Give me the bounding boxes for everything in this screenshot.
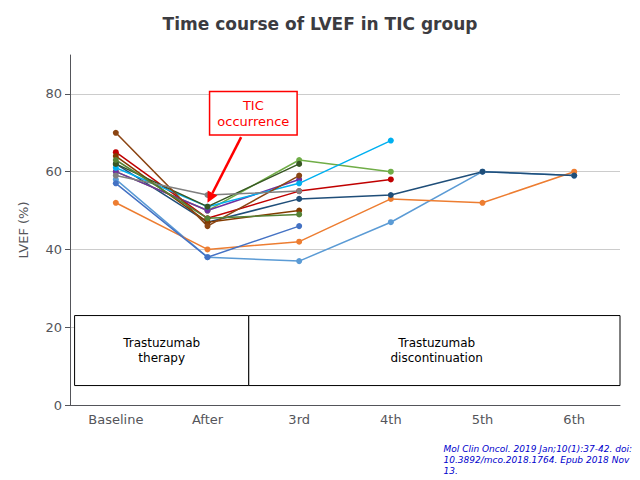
svg-text:TIC: TIC [242, 98, 264, 113]
svg-text:therapy: therapy [138, 351, 185, 365]
svg-text:Mol Clin Oncol. 2019 Jan;10(1): Mol Clin Oncol. 2019 Jan;10(1):37-42. do… [444, 444, 632, 454]
svg-text:After: After [192, 412, 224, 427]
svg-text:60: 60 [45, 164, 62, 179]
svg-text:discontinuation: discontinuation [390, 351, 482, 365]
svg-text:10.3892/mco.2018.1764. Epub 20: 10.3892/mco.2018.1764. Epub 2018 Nov [444, 455, 630, 465]
svg-text:3rd: 3rd [288, 412, 310, 427]
svg-text:13.: 13. [444, 466, 458, 476]
svg-text:20: 20 [45, 320, 62, 335]
svg-text:LVEF (%): LVEF (%) [16, 201, 31, 258]
svg-text:Trastuzumab: Trastuzumab [397, 336, 475, 350]
svg-text:Time course of LVEF in TIC gro: Time course of LVEF in TIC group [163, 14, 478, 34]
svg-text:Baseline: Baseline [88, 412, 143, 427]
svg-text:Trastuzumab: Trastuzumab [122, 336, 200, 350]
svg-text:6th: 6th [563, 412, 585, 427]
svg-text:4th: 4th [380, 412, 402, 427]
svg-text:5th: 5th [472, 412, 494, 427]
svg-text:occurrence: occurrence [217, 114, 289, 129]
svg-text:80: 80 [45, 86, 62, 101]
svg-text:0: 0 [54, 398, 62, 413]
svg-text:40: 40 [45, 242, 62, 257]
